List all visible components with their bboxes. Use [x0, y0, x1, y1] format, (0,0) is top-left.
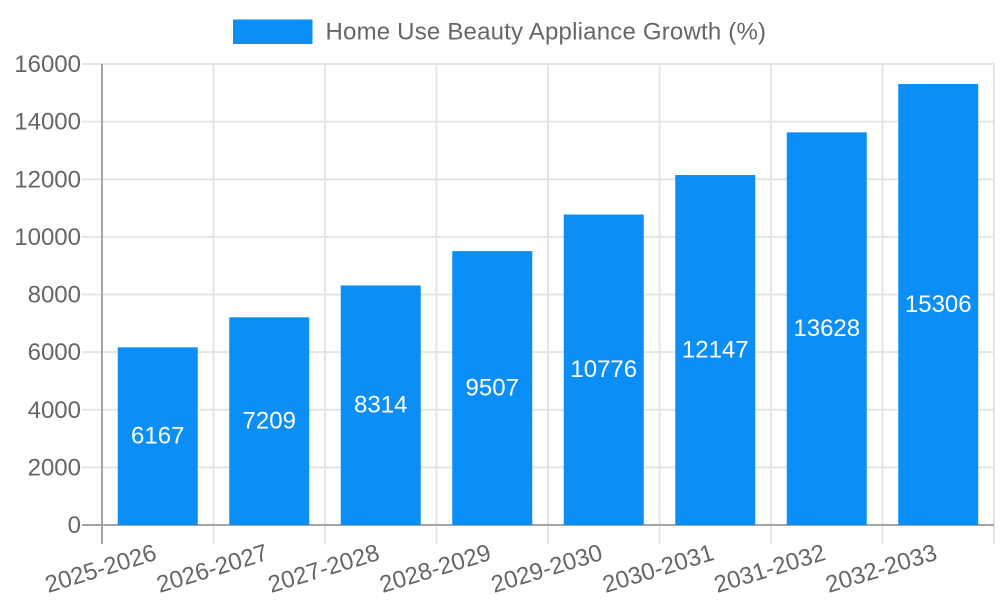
- svg-text:15306: 15306: [905, 291, 972, 318]
- svg-text:0: 0: [68, 512, 81, 539]
- svg-text:4000: 4000: [28, 397, 81, 424]
- svg-text:10776: 10776: [570, 356, 637, 383]
- svg-text:8314: 8314: [354, 392, 407, 419]
- svg-text:6167: 6167: [131, 423, 184, 450]
- svg-text:7209: 7209: [243, 407, 296, 434]
- svg-text:10000: 10000: [14, 224, 81, 251]
- svg-text:12000: 12000: [14, 166, 81, 193]
- svg-text:16000: 16000: [14, 51, 81, 78]
- svg-text:14000: 14000: [14, 109, 81, 136]
- svg-text:13628: 13628: [793, 315, 860, 342]
- svg-text:2000: 2000: [28, 454, 81, 481]
- svg-text:12147: 12147: [682, 336, 749, 363]
- svg-text:8000: 8000: [28, 282, 81, 309]
- svg-text:Home Use Beauty Appliance Grow: Home Use Beauty Appliance Growth (%): [326, 19, 767, 46]
- svg-text:6000: 6000: [28, 339, 81, 366]
- svg-text:9507: 9507: [466, 374, 519, 401]
